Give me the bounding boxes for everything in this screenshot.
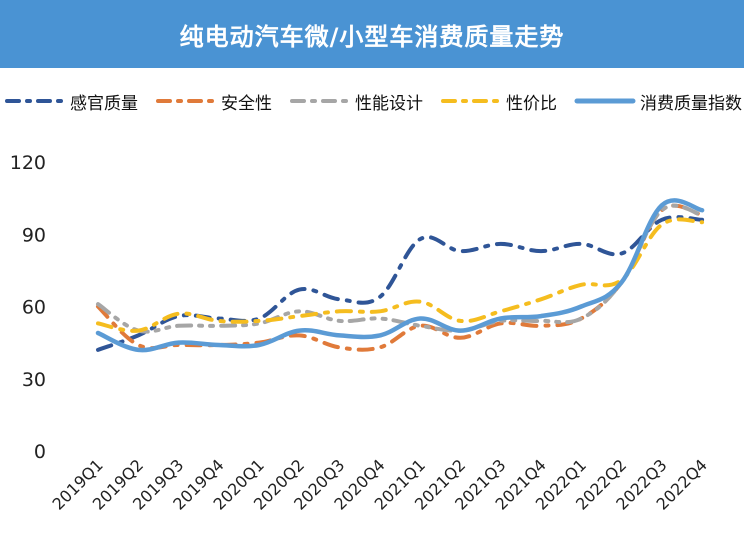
series-layer — [95, 198, 705, 353]
legend-swatch-index — [574, 98, 636, 104]
legend-label-value: 性价比 — [506, 93, 557, 114]
legend-swatch-performance — [290, 99, 350, 103]
legend-item-sensory: 感官质量 — [4, 89, 138, 114]
line-chart: 0 30 60 90 120 2019Q12019Q22019Q32019Q42020Q… — [10, 152, 711, 514]
legend-item-value: 性价比 — [440, 89, 557, 114]
legend-swatch-safety — [156, 99, 216, 103]
title-banner: 纯电动汽车微/小型车消费质量走势 — [0, 0, 744, 68]
legend: 感官质量 安全性 性能设计 性价比 消费质量指数 — [4, 86, 742, 116]
legend-label-safety: 安全性 — [221, 93, 272, 114]
legend-label-index: 消费质量指数 — [640, 93, 742, 114]
legend-label-performance: 性能设计 — [355, 93, 423, 114]
y-tick-label: 30 — [22, 369, 46, 391]
legend-swatch-sensory — [5, 99, 65, 103]
legend-swatch-value — [441, 99, 501, 103]
legend-item-index: 消费质量指数 — [574, 89, 742, 114]
y-tick-label: 0 — [34, 441, 46, 463]
y-tick-label: 120 — [10, 152, 46, 174]
y-axis-ticks: 0 30 60 90 120 — [10, 152, 46, 463]
x-axis-ticks: 2019Q12019Q22019Q32019Q42020Q12020Q22020… — [48, 455, 710, 513]
series-line-value-for-money — [96, 217, 705, 333]
y-tick-label: 90 — [22, 224, 46, 246]
series-line-consumer-quality-index — [95, 198, 705, 353]
legend-item-performance: 性能设计 — [289, 89, 423, 114]
legend-item-safety: 安全性 — [155, 89, 272, 114]
legend-label-sensory: 感官质量 — [70, 93, 138, 114]
y-tick-label: 60 — [22, 297, 46, 319]
chart-title: 纯电动汽车微/小型车消费质量走势 — [179, 22, 565, 51]
